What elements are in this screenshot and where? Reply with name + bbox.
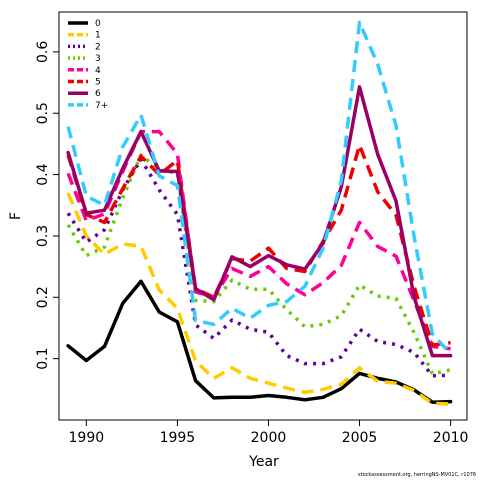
series-line-7plus — [66, 20, 452, 355]
series-line-3 — [66, 153, 452, 376]
legend-label: 6 — [95, 89, 101, 99]
x-tick-label: 2005 — [342, 430, 378, 446]
y-tick-label: 0.1 — [35, 348, 51, 370]
legend-label: 7+ — [95, 101, 108, 111]
y-tick-label: 0.4 — [35, 163, 51, 185]
x-tick-label: 1995 — [160, 430, 196, 446]
legend-label: 0 — [95, 19, 101, 29]
legend-label: 4 — [95, 66, 101, 76]
legend-label: 1 — [95, 31, 101, 41]
series-line-0 — [66, 279, 453, 404]
legend-label: 3 — [95, 54, 101, 64]
series-layer — [66, 20, 453, 406]
footnote: stockassessment.org, herringNS-MV01C, r1… — [358, 472, 477, 478]
x-tick-label: 1990 — [69, 430, 105, 446]
series-line-5 — [66, 143, 451, 347]
y-tick-label: 0.5 — [35, 102, 51, 124]
x-tick-label: 2000 — [251, 430, 287, 446]
y-axis: 0.1 0.2 0.3 0.4 0.5 0.6 — [35, 41, 59, 370]
y-tick-label: 0.3 — [35, 225, 51, 247]
legend-label: 2 — [95, 42, 101, 52]
x-axis-label: Year — [248, 454, 279, 470]
series-line-1 — [66, 192, 451, 406]
y-tick-label: 0.2 — [35, 286, 51, 308]
x-tick-label: 2010 — [433, 430, 469, 446]
legend-label: 5 — [95, 78, 101, 88]
series-line-6 — [66, 85, 453, 358]
y-tick-label: 0.6 — [35, 41, 51, 63]
y-axis-label: F — [8, 212, 24, 220]
plot-frame — [58, 11, 468, 421]
x-axis: 1990 1995 2000 2005 2010 — [69, 420, 469, 446]
